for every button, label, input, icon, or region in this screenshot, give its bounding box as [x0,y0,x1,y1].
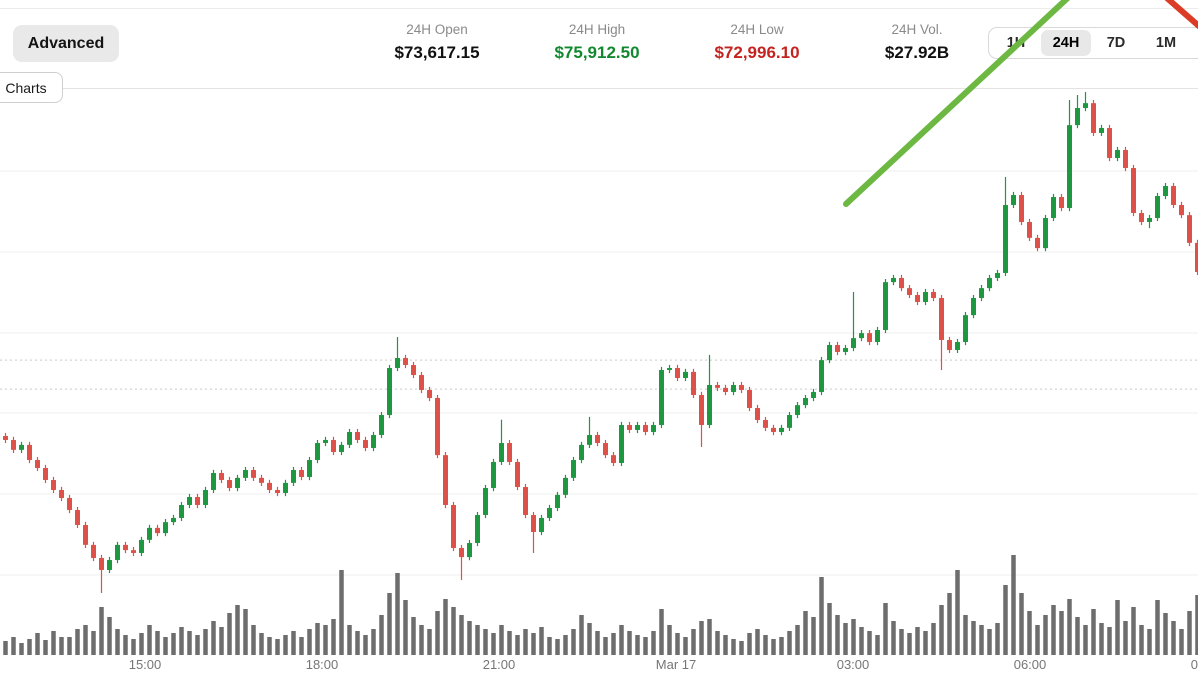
range-button-24h[interactable]: 24H [1041,30,1091,56]
stat-24h-vol: 24H Vol. $27.92B [837,22,997,63]
chart-panel-border [0,88,1198,89]
x-axis-tick: 03:00 [836,657,870,672]
advanced-button[interactable]: Advanced [13,25,119,62]
range-button-1m[interactable]: 1M [1141,30,1191,56]
x-axis-tick: 06:00 [1013,657,1047,672]
stat-24h-high: 24H High $75,912.50 [517,22,677,63]
stat-label: 24H Vol. [891,22,943,37]
stat-label: 24H Low [730,22,784,37]
top-divider [0,8,1198,9]
stat-value: $72,996.10 [714,43,800,62]
volume-bars [3,555,1198,655]
range-button-7d[interactable]: 7D [1091,30,1141,56]
stat-label: 24H High [568,22,626,37]
stat-24h-open: 24H Open $73,617.15 [357,22,517,63]
stat-24h-low: 24H Low $72,996.10 [677,22,837,63]
x-axis-tick: 21:00 [482,657,516,672]
stat-value: $27.92B [884,43,950,62]
x-axis-tick: 09:00 [1190,657,1198,672]
tab-charts[interactable]: Charts [0,72,63,103]
range-button-1h[interactable]: 1H [991,30,1041,56]
x-axis: 15:00 18:00 21:00 Mar 17 03:00 06:00 09:… [0,657,1198,674]
x-axis-tick: Mar 17 [655,657,697,672]
x-axis-tick: 15:00 [128,657,162,672]
x-axis-tick: 18:00 [305,657,339,672]
stat-label: 24H Open [406,22,468,37]
stats-row: 24H Open $73,617.15 24H High $75,912.50 … [357,22,997,63]
stat-value: $73,617.15 [394,43,480,62]
stat-value: $75,912.50 [554,43,640,62]
time-range-selector: 1H 24H 7D 1M [988,27,1198,59]
candles-layer [3,92,1198,594]
